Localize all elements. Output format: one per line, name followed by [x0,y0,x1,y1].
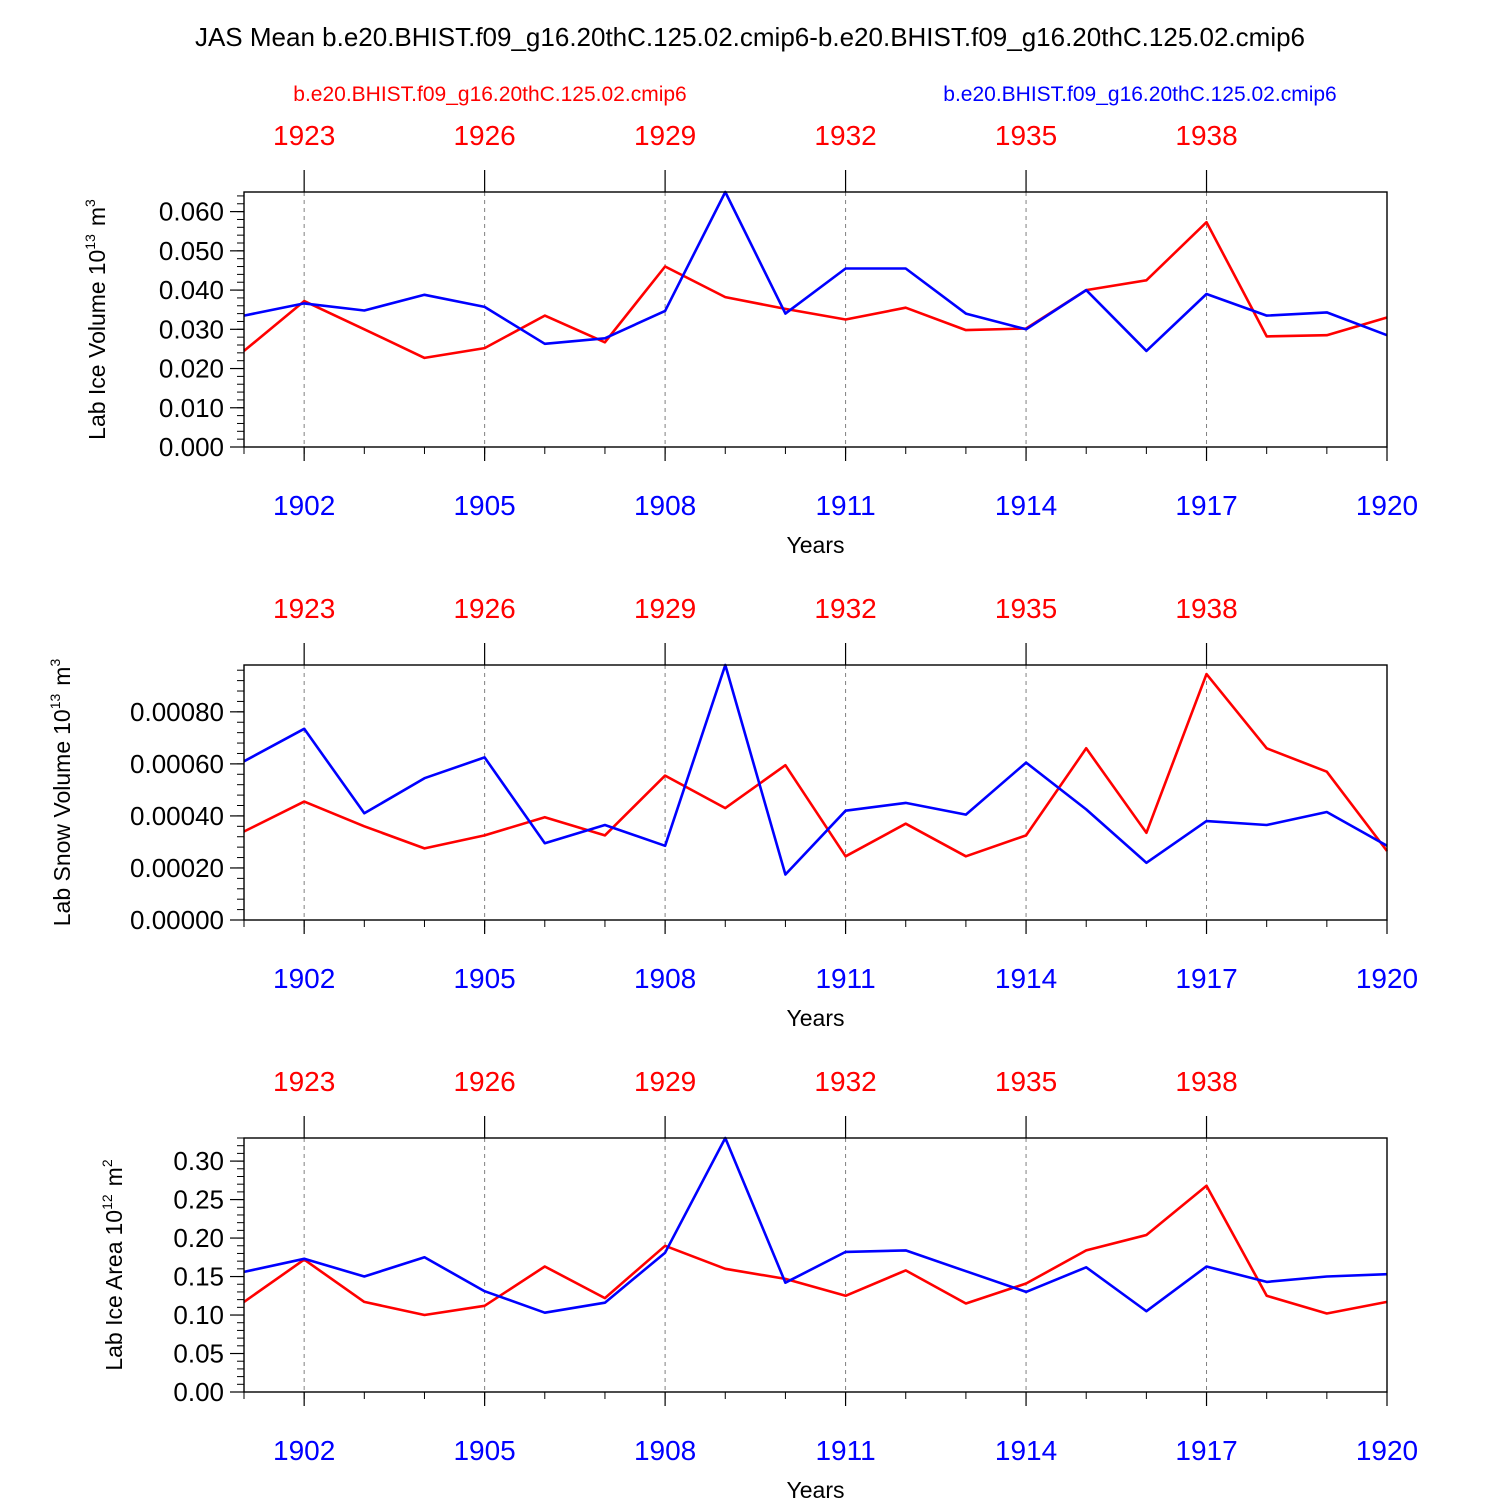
x-bottom-tick-label: 1905 [453,1435,515,1466]
x-top-tick-label: 1926 [453,1066,515,1097]
x-axis-label: Years [787,532,845,558]
y-tick-label: 0.010 [159,393,224,423]
y-axis-label-unit-tail-exp: 2 [99,1159,115,1167]
x-top-tick-label: 1926 [453,593,515,624]
x-top-tick-label: 1938 [1175,120,1237,151]
x-bottom-tick-label: 1920 [1356,963,1418,994]
x-bottom-tick-label: 1902 [273,1435,335,1466]
x-top-tick-label: 1938 [1175,1066,1237,1097]
x-top-tick-label: 1935 [995,120,1057,151]
x-axis-label: Years [787,1005,845,1031]
x-bottom-tick-label: 1905 [453,963,515,994]
x-bottom-tick-label: 1914 [995,490,1057,521]
y-axis-label-unit-exp: 13 [47,693,63,709]
y-tick-label: 0.00 [173,1377,224,1407]
y-tick-label: 0.000 [159,432,224,462]
y-axis-label: Lab Ice Area 1012 m2 [99,1159,127,1371]
figure-title: JAS Mean b.e20.BHIST.f09_g16.20thC.125.0… [195,22,1305,52]
series-line-red [243,220,1388,360]
panel-1: 0.000 0.010 0.020 0.030 0.040 0.050 0.060 1902 1… [82,120,1418,558]
x-top-tick-label: 1929 [634,593,696,624]
x-bottom-tick-label: 1908 [634,963,696,994]
x-bottom-tick-label: 1908 [634,490,696,521]
series-line-blue [243,663,1388,876]
y-tick-label: 0.25 [173,1185,224,1215]
x-axis-label: Years [787,1477,845,1500]
y-tick-label: 0.020 [159,354,224,384]
x-top-tick-label: 1929 [634,120,696,151]
x-top-tick-label: 1923 [273,593,335,624]
legend-right-case: b.e20.BHIST.f09_g16.20thC.125.02.cmip6 [943,83,1336,106]
panels-group: 0.000 0.010 0.020 0.030 0.040 0.050 0.060 1902 1… [47,120,1418,1500]
x-top-tick-label: 1923 [273,120,335,151]
series-line-blue [243,1136,1388,1314]
x-bottom-tick-label: 1902 [273,490,335,521]
x-top-tick-label: 1935 [995,593,1057,624]
y-axis-label: Lab Ice Volume 1013 m3 [82,199,110,440]
plot-frame [243,664,1388,921]
x-top-tick-label: 1932 [814,120,876,151]
y-axis-label: Lab Snow Volume 1013 m3 [47,659,75,927]
x-bottom-tick-label: 1902 [273,963,335,994]
y-tick-label: 0.00020 [130,853,224,883]
y-axis-label-name: Lab Ice Area [101,1241,127,1370]
x-bottom-tick-label: 1911 [815,490,875,521]
x-bottom-tick-label: 1911 [815,1435,875,1466]
legend-left-case: b.e20.BHIST.f09_g16.20thC.125.02.cmip6 [293,83,686,106]
y-axis-label-unit-base: 10 [84,250,110,276]
y-axis-label-unit-exp: 12 [99,1194,115,1210]
y-tick-label: 0.30 [173,1146,224,1176]
x-top-tick-label: 1938 [1175,593,1237,624]
y-axis-label-name: Lab Ice Volume [84,281,110,440]
y-tick-label: 0.15 [173,1262,224,1292]
x-top-tick-label: 1923 [273,1066,335,1097]
x-bottom-tick-label: 1908 [634,1435,696,1466]
x-bottom-tick-label: 1914 [995,1435,1057,1466]
y-axis-label-unit-base: 10 [49,709,75,735]
x-top-tick-label: 1932 [814,1066,876,1097]
x-top-tick-label: 1926 [453,120,515,151]
y-tick-label: 0.00000 [130,905,224,935]
y-tick-label: 0.050 [159,236,224,266]
series-line-red [243,672,1389,858]
y-tick-label: 0.060 [159,197,224,227]
y-tick-label: 0.20 [173,1223,224,1253]
plot-frame [243,1137,1388,1393]
x-top-tick-label: 1929 [634,1066,696,1097]
y-axis-label-name: Lab Snow Volume [49,741,75,926]
x-bottom-tick-label: 1917 [1175,490,1237,521]
y-tick-label: 0.00040 [130,801,224,831]
x-top-tick-label: 1935 [995,1066,1057,1097]
y-axis-label-unit-tail-exp: 3 [47,659,63,667]
y-axis-label-unit-tail-exp: 3 [82,199,98,207]
x-bottom-tick-label: 1920 [1356,1435,1418,1466]
y-axis-label-unit-exp: 13 [82,234,98,250]
x-top-tick-label: 1932 [814,593,876,624]
y-tick-label: 0.10 [173,1300,224,1330]
series-line-red [243,1184,1388,1317]
y-tick-label: 0.00080 [130,697,224,727]
panel-2: 0.00000 0.00020 0.00040 0.00060 0.00080 1902 1… [47,593,1418,1031]
x-bottom-tick-label: 1914 [995,963,1057,994]
series-line-blue [243,190,1388,353]
x-bottom-tick-label: 1905 [453,490,515,521]
plot-frame [243,191,1388,448]
y-tick-label: 0.05 [173,1339,224,1369]
y-axis-label-unit-base: 10 [101,1210,127,1236]
x-bottom-tick-label: 1911 [815,963,875,994]
panel-3: 0.00 0.05 0.10 0.15 0.20 0.25 0.30 1902 1905 1908… [99,1066,1418,1500]
y-axis-label-unit-tail: m [84,207,110,226]
x-bottom-tick-label: 1920 [1356,490,1418,521]
y-axis-label-unit-tail: m [101,1167,127,1186]
y-tick-label: 0.040 [159,275,224,305]
y-tick-label: 0.030 [159,314,224,344]
y-tick-label: 0.00060 [130,749,224,779]
x-bottom-tick-label: 1917 [1175,963,1237,994]
y-axis-label-unit-tail: m [49,667,75,686]
x-bottom-tick-label: 1917 [1175,1435,1237,1466]
